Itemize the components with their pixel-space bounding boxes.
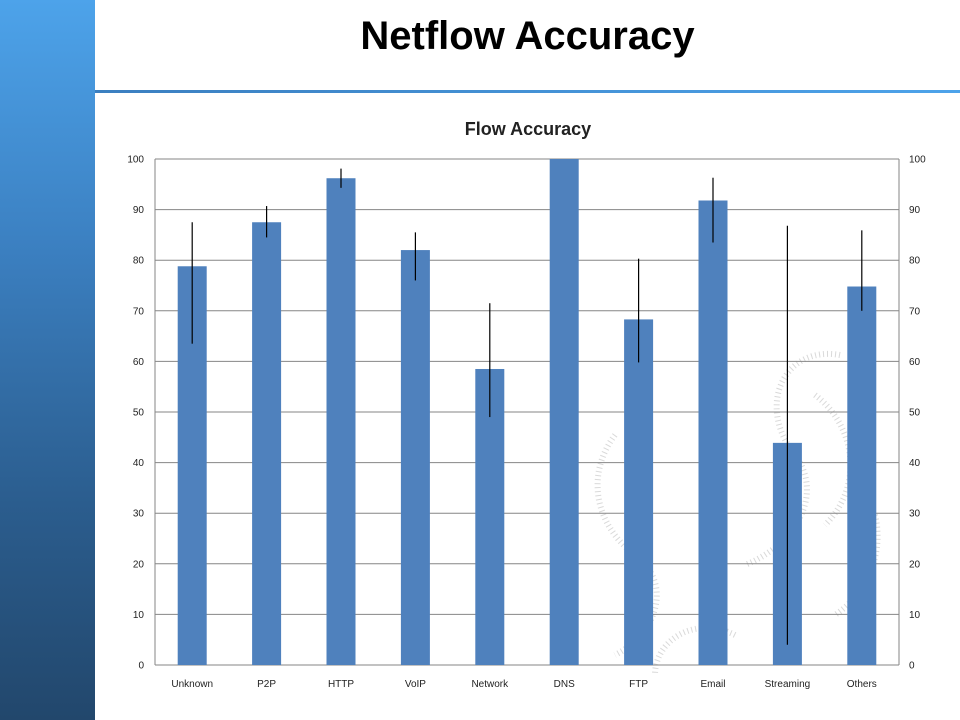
flow-accuracy-chart: Flow Accuracy 0 10 20 30 40 50 60 70 80 90 100 0 10…: [127, 119, 926, 690]
y-tick-label-left: 60: [133, 357, 145, 368]
x-tick-label: VoIP: [405, 679, 426, 690]
x-tick-label: Network: [471, 679, 509, 690]
x-tick-label: Others: [847, 679, 877, 690]
slide-title: Netflow Accuracy: [360, 14, 695, 58]
y-tick-label-right: 0: [909, 661, 915, 672]
y-tick-label-right: 60: [909, 357, 921, 368]
y-axis-right: 0 10 20 30 40 50 60 70 80 90 100: [909, 155, 926, 672]
x-tick-label: DNS: [554, 679, 575, 690]
y-tick-label-left: 100: [127, 155, 144, 166]
x-axis: Unknown P2P HTTP VoIP Network DNS FTP Email Stre…: [171, 679, 876, 690]
bar-p2p: [252, 222, 282, 665]
x-tick-label: FTP: [629, 679, 648, 690]
y-tick-label-right: 20: [909, 559, 921, 570]
x-tick-label: P2P: [257, 679, 276, 690]
bar-series: [177, 159, 877, 665]
bar-email: [698, 200, 728, 665]
y-tick-label-right: 10: [909, 610, 921, 621]
bar-voip: [400, 250, 430, 665]
y-tick-label-right: 90: [909, 205, 921, 216]
x-tick-label: Streaming: [765, 679, 811, 690]
bar-others: [847, 286, 877, 665]
y-tick-label-left: 20: [133, 559, 145, 570]
error-bars: [191, 168, 863, 645]
y-tick-label-right: 40: [909, 458, 921, 469]
bar-dns: [549, 159, 579, 665]
bar-network: [475, 368, 505, 665]
y-tick-label-right: 100: [909, 155, 926, 166]
y-axis-left: 0 10 20 30 40 50 60 70 80 90 100: [127, 155, 144, 672]
y-tick-label-left: 10: [133, 610, 145, 621]
x-tick-label: HTTP: [328, 679, 354, 690]
y-tick-label-left: 80: [133, 256, 145, 267]
y-tick-label-left: 40: [133, 458, 145, 469]
y-tick-label-right: 50: [909, 408, 921, 419]
bar-http: [326, 178, 356, 665]
x-tick-label: Email: [700, 679, 725, 690]
y-tick-label-right: 70: [909, 306, 921, 317]
x-tick-label: Unknown: [171, 679, 213, 690]
title-divider: [95, 90, 960, 93]
sidebar-gradient-bar: [0, 0, 95, 720]
y-tick-label-left: 30: [133, 509, 145, 520]
bar-ftp: [624, 319, 654, 665]
y-tick-label-left: 90: [133, 205, 145, 216]
y-tick-label-left: 0: [138, 661, 144, 672]
y-tick-label-left: 50: [133, 408, 145, 419]
y-tick-label-right: 30: [909, 509, 921, 520]
y-tick-label-left: 70: [133, 306, 145, 317]
y-tick-label-right: 80: [909, 256, 921, 267]
chart-title: Flow Accuracy: [465, 119, 591, 139]
